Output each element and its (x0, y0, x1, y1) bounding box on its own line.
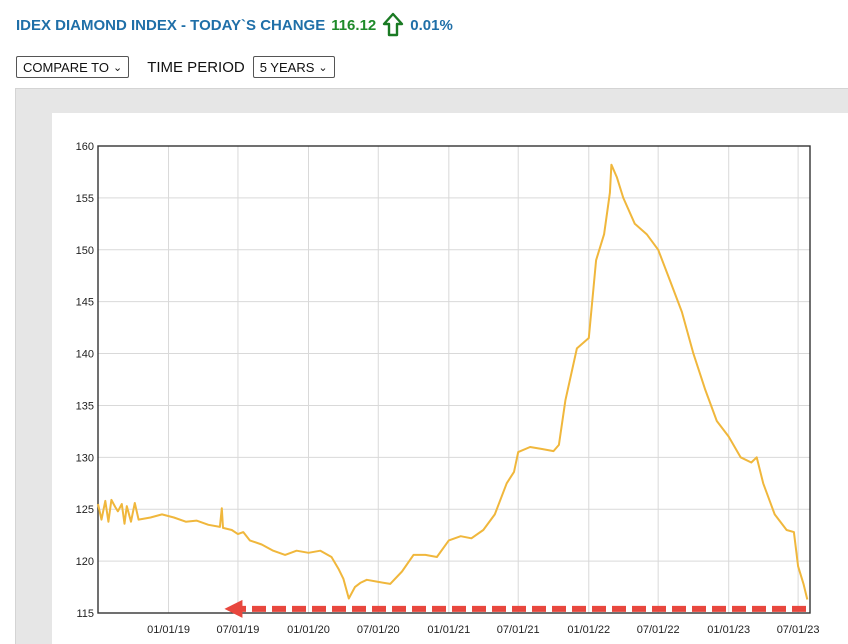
time-period-group: TIME PERIOD 5 YEARS ⌄ (147, 56, 335, 78)
x-tick-label: 01/01/22 (567, 624, 610, 636)
compare-to-label: COMPARE TO (23, 59, 109, 75)
x-tick-label: 01/01/20 (287, 624, 330, 636)
x-tick-label: 07/01/22 (637, 624, 680, 636)
y-tick-label: 150 (76, 245, 94, 257)
y-tick-label: 125 (76, 504, 94, 516)
y-tick-label: 130 (76, 452, 94, 464)
x-tick-label: 01/01/19 (147, 624, 190, 636)
time-period-label: TIME PERIOD (147, 58, 245, 76)
x-tick-label: 01/01/23 (707, 624, 750, 636)
page-title: IDEX DIAMOND INDEX - TODAY`S CHANGE 116.… (16, 12, 453, 38)
y-tick-label: 160 (76, 141, 94, 153)
annotation-arrow-head (224, 599, 243, 618)
index-title: IDEX DIAMOND INDEX - TODAY`S CHANGE (16, 16, 326, 34)
up-arrow-icon (383, 12, 404, 37)
y-tick-label: 140 (76, 349, 94, 361)
x-tick-label: 07/01/19 (217, 624, 260, 636)
chart-controls: COMPARE TO ⌄ TIME PERIOD 5 YEARS ⌄ (16, 55, 335, 79)
x-tick-label: 01/01/21 (427, 624, 470, 636)
y-tick-label: 135 (76, 400, 94, 412)
chevron-down-icon: ⌄ (318, 61, 328, 74)
plot-area (98, 146, 810, 613)
change-percent: 0.01% (410, 16, 453, 34)
compare-to-select[interactable]: COMPARE TO ⌄ (16, 56, 130, 78)
chevron-down-icon: ⌄ (112, 61, 123, 74)
y-tick-label: 145 (76, 297, 94, 309)
y-tick-label: 155 (76, 193, 94, 205)
time-period-value: 5 YEARS (259, 59, 315, 75)
y-tick-label: 120 (76, 556, 94, 568)
x-tick-label: 07/01/20 (357, 624, 400, 636)
plot-frame (97, 145, 811, 614)
change-value: 116.12 (331, 16, 377, 34)
series-line (97, 163, 809, 600)
x-tick-label: 07/01/23 (777, 624, 820, 636)
x-tick-label: 07/01/21 (497, 624, 540, 636)
time-period-select[interactable]: 5 YEARS ⌄ (252, 56, 335, 78)
y-tick-label: 115 (76, 608, 94, 620)
